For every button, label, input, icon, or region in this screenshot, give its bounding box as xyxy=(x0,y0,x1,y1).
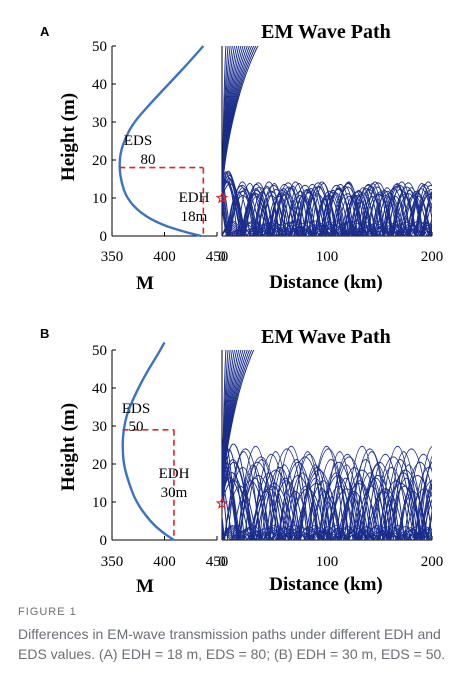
panel-b-path-ray-group xyxy=(222,350,432,540)
panel-b-path-trapped-ray xyxy=(222,459,432,540)
panel-b-edh-label: EDH xyxy=(159,466,190,482)
panel-a-path-trapped-ray xyxy=(222,185,432,236)
panel-b-profile-xtick-label: 450 xyxy=(206,554,229,570)
panel-a-profile-ytick-label: 30 xyxy=(92,115,107,131)
panel-b-profile-xtick-label: 350 xyxy=(101,554,124,570)
panel-b-edh-value: 30m xyxy=(161,485,188,501)
panel-a-path-surface-ray xyxy=(222,220,432,236)
panel-a-path-plot: 0 100 200 xyxy=(215,46,444,265)
panel-b-profile-xtick-label: 400 xyxy=(153,554,176,570)
panel-a-profile-xtick-label: 450 xyxy=(206,249,229,265)
panel-a-path-trapped-ray xyxy=(222,176,432,236)
panel-a-profile-ytick-label: 20 xyxy=(92,153,107,169)
panel-a-path-trapped-ray xyxy=(222,170,432,236)
panel-a-eds-label: EDS xyxy=(124,133,152,149)
panel-a-path-surface-ray xyxy=(222,226,432,236)
panel-a-path-title: EM Wave Path xyxy=(261,21,391,43)
panel-b-path-plot: 0 100 200 xyxy=(215,350,444,570)
panel-b-path-surface-ray xyxy=(222,525,432,540)
panel-a-profile-m-profile-curve xyxy=(118,45,205,238)
panel-b-path-surface-ray xyxy=(222,526,432,540)
panel-a-path-xtick-label: 200 xyxy=(421,249,444,265)
panel-b-path-xtick-label: 100 xyxy=(316,554,339,570)
panel-a-eds-value: 80 xyxy=(141,152,156,168)
panel-a-profile-ytick-label: 0 xyxy=(100,229,108,245)
panel-b-path-source-star-icon xyxy=(215,496,229,509)
panel-a-path-trapped-ray xyxy=(222,195,432,236)
panel-a-path-xtick-label: 0 xyxy=(218,249,226,265)
panel-a-path-source-star-icon xyxy=(215,191,229,204)
panel-b-path-trapped-ray xyxy=(222,451,432,540)
panel-a-profile-ytick-label: 50 xyxy=(92,39,107,55)
panel-b-profile-ytick-label: 50 xyxy=(92,343,107,359)
figure-caption: Differences in EM-wave transmission path… xyxy=(18,626,446,662)
panel-a-ylabel: Height (m) xyxy=(58,93,79,181)
panel-a-path-trapped-ray xyxy=(222,174,432,236)
panel-a-path-trapped-ray xyxy=(222,185,432,236)
panel-a-letter: A xyxy=(40,24,50,39)
panel-a-path-trapped-ray xyxy=(222,188,432,236)
panel-b-path-trapped-ray xyxy=(222,453,432,540)
panel-a-path-xlabel: Distance (km) xyxy=(269,272,382,293)
panel-b-path-trapped-ray xyxy=(222,474,432,540)
panel-a-path-ray-group xyxy=(222,46,432,236)
panel-a-profile-ytick-label: 10 xyxy=(92,191,107,207)
panel-b-eds-label: EDS xyxy=(122,401,150,417)
panel-b-ylabel: Height (m) xyxy=(58,403,79,491)
panel-a-profile-xtick-label: 400 xyxy=(153,249,176,265)
panel-b-path-trapped-ray xyxy=(222,446,432,540)
figure-label: FIGURE 1 xyxy=(18,606,77,618)
panel-b-path-trapped-ray xyxy=(222,451,432,540)
panel-b-letter: B xyxy=(40,326,49,341)
panel-a-path-trapped-ray xyxy=(222,181,432,236)
panel-b-profile-ytick-label: 30 xyxy=(92,419,107,435)
panel-a-path-xtick-label: 100 xyxy=(316,249,339,265)
panel-a-path-trapped-ray xyxy=(222,171,432,236)
panel-b-profile-ytick-label: 10 xyxy=(92,495,107,511)
panel-b-profile-ytick-label: 20 xyxy=(92,457,107,473)
panel-b-path-xtick-label: 200 xyxy=(421,554,444,570)
panel-b-profile-ytick-label: 0 xyxy=(100,533,108,549)
panel-b-xlabel: M xyxy=(136,576,154,597)
panel-a-edh-label: EDH xyxy=(179,190,210,206)
panel-a-profile-plot: 0 10 20 30 40 50 350 400 450 xyxy=(92,39,228,265)
panel-a-profile-xtick-label: 350 xyxy=(101,249,124,265)
panel-b-path-trapped-ray xyxy=(222,467,432,540)
panel-a-xlabel: M xyxy=(136,273,154,294)
panel-a-path-trapped-ray xyxy=(222,180,432,236)
panel-a-path-surface-ray xyxy=(222,221,432,236)
panel-b-path-title: EM Wave Path xyxy=(261,326,391,348)
panel-b-path-xlabel: Distance (km) xyxy=(269,574,382,595)
panel-b-profile-plot: 0 10 20 30 40 50 350 400 450 xyxy=(92,341,229,570)
panel-b-eds-value: 50 xyxy=(129,419,144,435)
panel-b-profile-ytick-label: 40 xyxy=(92,381,107,397)
panel-b-profile-m-profile-curve xyxy=(121,341,175,542)
panel-a-edh-value: 18m xyxy=(181,209,208,225)
panel-b-path-xtick-label: 0 xyxy=(218,554,226,570)
panel-b-path-surface-ray xyxy=(222,530,432,540)
panel-a-profile-ytick-label: 40 xyxy=(92,77,107,93)
panel-b-path-trapped-ray xyxy=(222,467,432,540)
panel-b-path-trapped-ray xyxy=(222,461,432,540)
